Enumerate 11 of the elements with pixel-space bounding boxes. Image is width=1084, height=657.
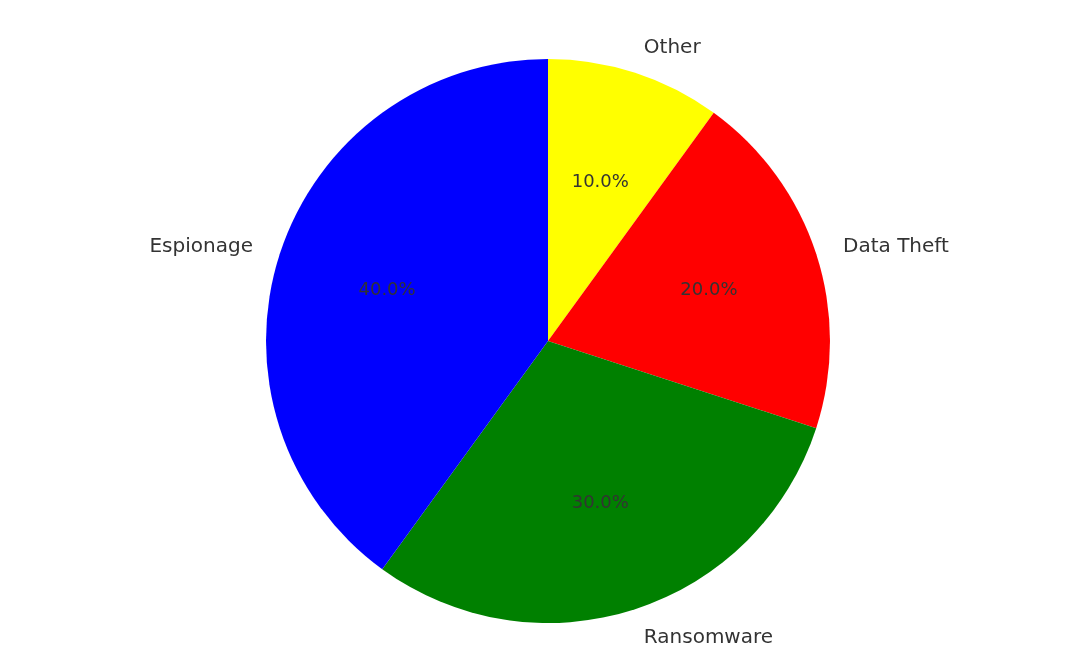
slice-label: Espionage — [149, 233, 253, 258]
slice-label: Ransomware — [643, 624, 774, 649]
data-label: 40.0% — [358, 278, 416, 300]
pie-slice — [548, 112, 830, 429]
data-label: 20.0% — [680, 278, 738, 300]
pie-slice — [266, 59, 548, 570]
slice-label: Data Theft — [843, 233, 950, 258]
slice-label: Other — [643, 33, 702, 58]
pie-slice — [382, 341, 817, 623]
data-label: 30.0% — [571, 491, 629, 513]
data-label: 10.0% — [571, 169, 629, 191]
